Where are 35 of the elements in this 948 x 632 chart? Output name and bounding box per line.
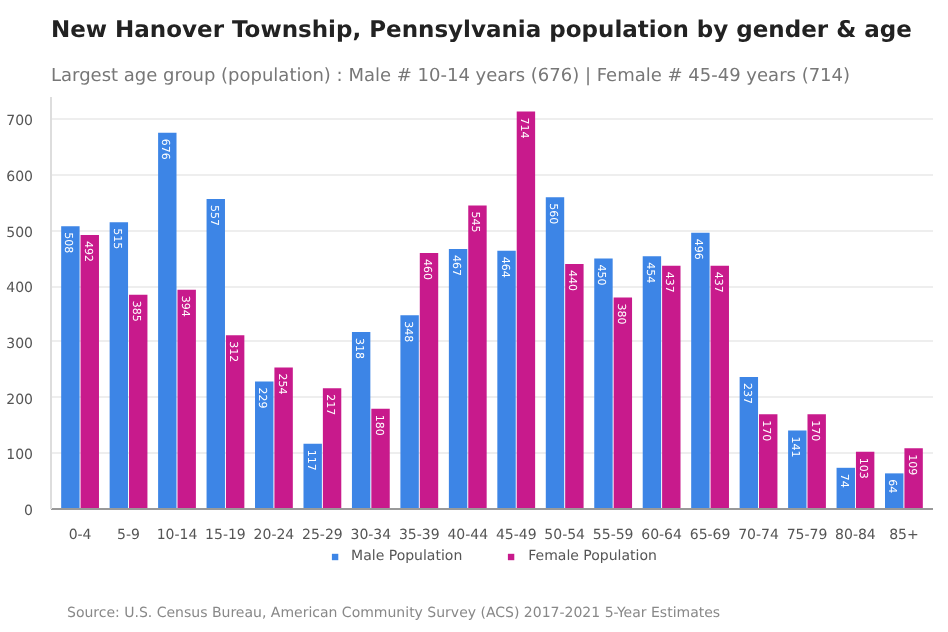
bar xyxy=(371,408,390,509)
chart-subtitle: Largest age group (population) : Male # 10-14 years (676) | Female # 45-49 years (714) xyxy=(51,67,851,87)
bar xyxy=(516,111,536,509)
bar xyxy=(303,443,322,509)
bar xyxy=(322,388,342,509)
bar xyxy=(109,222,129,509)
bar xyxy=(206,198,225,509)
bar xyxy=(807,414,826,509)
chart-title: New Hanover Township, Pennsylvania population by gender & age xyxy=(51,15,913,43)
bar xyxy=(274,367,293,509)
bar xyxy=(225,335,245,509)
bar xyxy=(759,414,778,509)
bar xyxy=(158,132,177,509)
bar xyxy=(739,377,759,509)
bar xyxy=(642,256,662,509)
bar xyxy=(351,331,371,509)
bar xyxy=(565,264,584,509)
bar xyxy=(497,250,516,509)
bar xyxy=(710,265,729,509)
bar xyxy=(448,248,468,509)
bar xyxy=(691,232,710,509)
bar xyxy=(177,289,196,509)
bar xyxy=(400,315,419,509)
bar xyxy=(545,197,565,509)
bar xyxy=(255,381,274,509)
bar xyxy=(788,430,807,509)
bar xyxy=(61,226,80,509)
bar xyxy=(594,258,613,509)
bar xyxy=(904,448,923,509)
bar xyxy=(80,235,99,509)
bar xyxy=(419,252,439,509)
bar xyxy=(468,205,487,509)
bar xyxy=(129,294,148,509)
bar xyxy=(662,265,681,509)
bar xyxy=(613,297,633,509)
